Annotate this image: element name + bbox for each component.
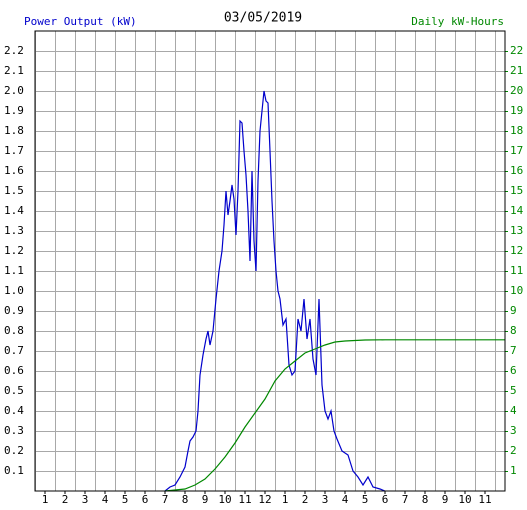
x-tick-label: 5 [122,493,129,506]
x-tick-label: 6 [142,493,149,506]
y-tick-label: 0.4 [4,404,24,417]
series-line [164,90,386,492]
x-tick-label: 1 [282,493,289,506]
y2-tick-label: 19 [510,104,523,117]
y2-tick-label: 9 [510,304,517,317]
x-tick-label: 4 [342,493,349,506]
y-tick-label: 0.5 [4,384,24,397]
y-tick-label: 0.8 [4,324,24,337]
y-tick-label: 0.6 [4,364,24,377]
y2-tick-label: 6 [510,364,517,377]
y2-tick-label: 13 [510,224,523,237]
y-tick-label: 1.7 [4,144,24,157]
y-tick-label: 1.4 [4,204,24,217]
plot: 0.1 0.2 0.3 0.4 0.5 0.6 0.7 0.8 0.9 1.0 1.1 1.2 1.3 1… [4,44,524,506]
y-tick-label: 1.5 [4,184,24,197]
y2-tick-label: 1 [510,464,517,477]
y2-tick-label: 4 [510,404,517,417]
x-tick-label: 5 [362,493,369,506]
x-tick-label: 4 [102,493,109,506]
y-tick-label: 1.0 [4,284,24,297]
y-tick-label: 1.1 [4,264,24,277]
y-tick-label: 2.2 [4,44,24,57]
plot-frame [34,30,506,492]
y-tick-label: 1.2 [4,244,24,257]
y2-tick-label: 5 [510,384,517,397]
y2-tick-label: 14 [510,204,524,217]
y2-tick-label: 2 [510,444,517,457]
x-tick-label: 8 [182,493,189,506]
x-tick-label: 11 [478,493,491,506]
y-tick-label: 0.3 [4,424,24,437]
y2-tick-label: 8 [510,324,517,337]
x-tick-label: 2 [302,493,309,506]
y-tick-label: 0.2 [4,444,24,457]
x-tick-label: 11 [238,493,251,506]
y2-tick-label: 15 [510,184,523,197]
y-tick-label: 2.1 [4,64,24,77]
vertical-grid [35,31,505,491]
y2-tick-label: 21 [510,64,523,77]
y-tick-label: 1.9 [4,104,24,117]
y2-axis-label: Daily kW-Hours [411,15,504,28]
x-tick-label: 7 [162,493,169,506]
x-tick-label: 3 [82,493,89,506]
x-tick-label: 1 [42,493,49,506]
y-tick-label: 0.9 [4,304,24,317]
y2-tick-label: 16 [510,164,523,177]
series-line [164,339,505,492]
x-tick-label: 9 [442,493,449,506]
y2-tick-label: 7 [510,344,517,357]
y-axis-label: Power Output (kW) [24,15,137,28]
x-tick-label: 2 [62,493,69,506]
y2-tick-label: 18 [510,124,523,137]
x-tick-label: 10 [218,493,231,506]
y2-tick-label: 17 [510,144,523,157]
y-tick-label: 1.3 [4,224,24,237]
x-tick-label: 3 [322,493,329,506]
x-tick-label: 9 [202,493,209,506]
y-tick-label: 2.0 [4,84,24,97]
y-tick-label: 0.7 [4,344,24,357]
y2-tick-label: 20 [510,84,523,97]
x-tick-label: 8 [422,493,429,506]
x-tick-label: 12 [258,493,271,506]
x-tick-label: 6 [382,493,389,506]
chart-title: 03/05/2019 [224,11,302,26]
y2-tick-label: 12 [510,244,523,257]
y2-tick-label: 3 [510,424,517,437]
y2-tick-label: 10 [510,284,523,297]
x-tick-label: 7 [402,493,409,506]
y2-tick-label: 11 [510,264,523,277]
y-tick-label: 1.8 [4,124,24,137]
y-tick-label: 1.6 [4,164,24,177]
y-tick-label: 0.1 [4,464,24,477]
x-tick-label: 10 [458,493,471,506]
y2-tick-label: 22 [510,44,523,57]
